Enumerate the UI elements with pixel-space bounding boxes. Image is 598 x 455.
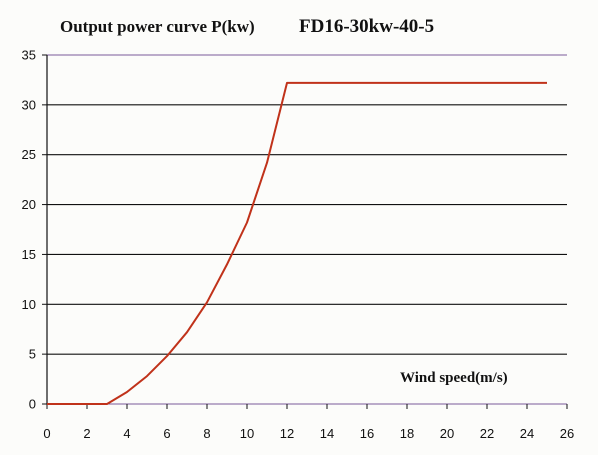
x-axis-label: Wind speed(m/s) — [400, 370, 508, 386]
x-tick-label: 6 — [163, 426, 170, 441]
y-tick-label: 15 — [22, 247, 36, 262]
x-tick-label: 24 — [520, 426, 534, 441]
y-tick-label: 0 — [29, 397, 36, 412]
chart-title: Output power curve P(kw) — [60, 17, 255, 36]
x-tick-label: 2 — [83, 426, 90, 441]
x-tick-label: 20 — [440, 426, 454, 441]
x-tick-label: 12 — [280, 426, 294, 441]
y-tick-label: 5 — [29, 347, 36, 362]
x-tick-label: 10 — [240, 426, 254, 441]
x-tick-label: 18 — [400, 426, 414, 441]
y-axis-ticks: 0 5 10 15 20 25 30 35 — [22, 48, 47, 412]
x-axis-ticks: 0 2 4 6 8 10 12 14 16 18 20 22 24 26 — [43, 404, 574, 441]
x-tick-label: 26 — [560, 426, 574, 441]
y-tick-label: 35 — [22, 48, 36, 63]
y-tick-label: 20 — [22, 197, 36, 212]
power-curve-line — [47, 81, 547, 405]
chart-model-title: FD16-30kw-40-5 — [299, 16, 434, 37]
x-tick-label: 8 — [203, 426, 210, 441]
y-tick-label: 10 — [22, 297, 36, 312]
y-tick-label: 25 — [22, 147, 36, 162]
x-tick-label: 4 — [123, 426, 130, 441]
y-tick-label: 30 — [22, 97, 36, 112]
x-tick-label: 22 — [480, 426, 494, 441]
x-tick-label: 0 — [43, 426, 50, 441]
x-tick-label: 14 — [320, 426, 334, 441]
gridlines — [47, 54, 567, 405]
x-tick-label: 16 — [360, 426, 374, 441]
